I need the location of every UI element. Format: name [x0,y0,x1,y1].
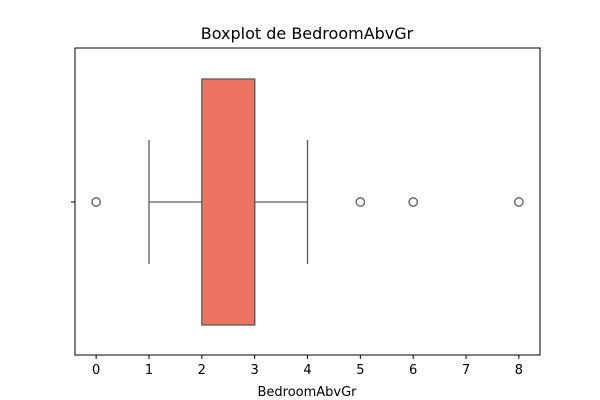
chart-title: Boxplot de BedroomAbvGr [201,24,414,43]
x-axis-ticks: 0 1 2 3 4 5 6 7 8 [92,355,523,378]
x-tick-label: 7 [462,363,470,378]
x-tick-label: 3 [251,363,259,378]
x-tick-label: 8 [515,363,523,378]
iqr-box [201,78,256,326]
x-axis-label: BedroomAbvGr [257,385,357,400]
x-tick-label: 4 [303,363,311,378]
x-tick-label: 1 [145,363,153,378]
outlier-point [91,197,101,207]
x-tick-label: 0 [92,363,100,378]
x-tick-label: 5 [356,363,364,378]
x-tick-label: 6 [409,363,417,378]
outlier-point [408,197,419,207]
outlier-point [514,197,524,207]
plot-area [91,78,524,326]
outlier-point [355,197,366,207]
x-tick-label: 2 [198,363,206,378]
